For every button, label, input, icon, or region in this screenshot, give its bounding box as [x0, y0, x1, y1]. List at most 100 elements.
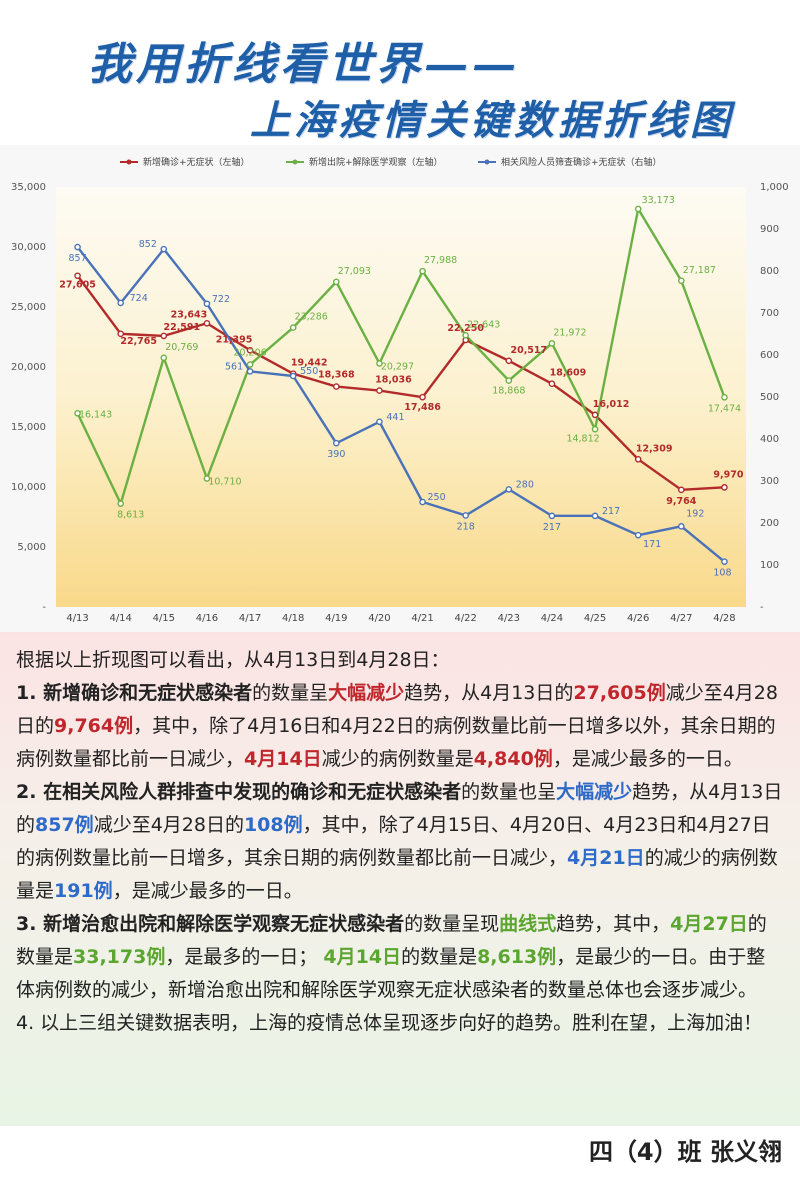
legend-label: 新增出院+解除医学观察（左轴）: [309, 156, 443, 168]
data-label: 250: [427, 492, 445, 503]
p2-s8: ，其中，除了4月15日、4月20日、4月23日和4月27日的病例数量比前一日增多…: [16, 814, 771, 869]
p1-s2: 的数量呈: [252, 682, 329, 704]
data-point: [721, 394, 728, 401]
line-chart: 新增确诊+无症状（左轴） 新增出院+解除医学观察（左轴） 相关风险人员筛查确诊+无症…: [0, 145, 800, 632]
right-tick-label: 700: [760, 308, 779, 319]
data-label: 19,442: [291, 358, 328, 369]
data-label: 218: [457, 521, 475, 532]
data-label: 217: [543, 522, 561, 533]
p1-s3: 大幅减少: [328, 682, 405, 704]
data-point: [419, 267, 426, 275]
data-point: [591, 425, 599, 433]
data-label: 441: [386, 412, 404, 423]
p2-s10: 的减少的病例数量是: [16, 847, 778, 902]
data-label: 8,613: [117, 510, 144, 521]
p1-s10: 减少的病例数量是: [321, 748, 474, 770]
data-label: 22,591: [163, 322, 200, 333]
x-tick-label: 4/19: [325, 613, 347, 624]
page-title: 我用折线看世界——: [88, 39, 520, 90]
x-tick-label: 4/18: [282, 613, 304, 624]
data-label: 27,093: [338, 266, 371, 277]
data-point: [289, 324, 297, 331]
data-label: 9,970: [713, 469, 743, 480]
data-label: 20,769: [165, 342, 198, 353]
data-label: 18,368: [318, 370, 355, 381]
data-point: [419, 393, 426, 401]
data-label: 561: [225, 361, 243, 372]
data-point: [203, 300, 211, 308]
data-point: [462, 512, 469, 519]
right-tick-label: 800: [760, 266, 779, 277]
data-point: [548, 340, 556, 347]
data-label: 722: [212, 294, 230, 305]
left-tick-label: 5,000: [17, 542, 46, 553]
p2-s4: 趋势，从4月13日的: [16, 781, 783, 836]
data-point: [246, 361, 254, 368]
data-label: 108: [713, 568, 731, 579]
title-block: 我用折线看世界—— 上海疫情关键数据折线图: [0, 0, 800, 145]
data-point: [591, 512, 599, 520]
p1-s4: 趋势，从4月13日的: [404, 682, 574, 704]
data-point: [678, 486, 685, 494]
legend-label: 新增确诊+无症状（左轴）: [143, 156, 250, 168]
right-tick-label: -: [760, 602, 764, 613]
data-label: 192: [686, 508, 704, 519]
data-label: 18,868: [492, 386, 525, 397]
x-tick-label: 4/13: [66, 613, 88, 624]
p2-s12: ，是减少最多的一日。: [112, 880, 303, 902]
data-point: [678, 523, 685, 530]
data-point: [74, 272, 81, 280]
x-tick-label: 4/21: [411, 613, 433, 624]
x-tick-label: 4/28: [713, 613, 735, 624]
x-tick-label: 4/25: [584, 613, 606, 624]
data-label: 20,297: [381, 361, 414, 372]
p1-s5: 27,605例: [573, 682, 666, 704]
data-label: 17,486: [404, 402, 441, 413]
data-label: 33,173: [642, 195, 675, 206]
data-point: [203, 319, 211, 327]
data-point: [246, 346, 254, 354]
data-label: 857: [68, 253, 86, 264]
data-point: [505, 377, 513, 384]
chart-legend: 新增确诊+无症状（左轴） 新增出院+解除医学观察（左轴） 相关风险人员筛查确诊+无症…: [120, 156, 662, 168]
data-label: 21,972: [553, 327, 586, 338]
data-label: 27,187: [683, 265, 716, 276]
x-tick-label: 4/16: [196, 613, 218, 624]
left-tick-label: -: [42, 602, 46, 613]
x-tick-label: 4/17: [239, 613, 261, 624]
data-point: [505, 486, 513, 493]
chart-series: 27,605 22,765 22,591 23,643 21,395 19,44218,3…: [59, 195, 744, 579]
data-point: [548, 512, 556, 520]
p3-s4: 趋势，其中，: [556, 913, 671, 935]
data-point: [462, 331, 469, 339]
right-tick-label: 600: [760, 350, 779, 361]
chart-axes: 35,000 30,000 25,000 20,000 15,000 10,000 5,00…: [11, 182, 789, 624]
right-tick-label: 100: [760, 560, 779, 571]
data-point: [634, 455, 642, 463]
data-point: [117, 330, 124, 338]
data-point: [548, 380, 556, 387]
series-line: [76, 275, 725, 492]
p2-s11: 191例: [54, 880, 113, 902]
p2-s1: 在相关风险人群排查中发现的确诊和无症状感染者: [43, 781, 462, 803]
data-point: [203, 475, 211, 482]
data-label: 27,988: [424, 255, 457, 266]
data-label: 20,206: [233, 348, 266, 359]
data-point: [117, 500, 124, 507]
data-label: 17,474: [708, 403, 741, 414]
data-point: [419, 498, 426, 506]
right-tick-label: 300: [760, 476, 779, 487]
data-label: 852: [139, 239, 157, 250]
right-tick-label: 500: [760, 392, 779, 403]
p2-s3: 大幅减少: [556, 781, 633, 803]
x-tick-label: 4/26: [627, 613, 649, 624]
data-point: [333, 278, 340, 286]
data-point: [721, 558, 728, 565]
data-label: 390: [327, 449, 345, 460]
p3-s9: 4月14日: [323, 946, 402, 968]
data-label: 16,012: [593, 399, 630, 410]
data-point: [289, 372, 297, 380]
data-point: [246, 368, 254, 375]
left-tick-label: 30,000: [11, 242, 46, 253]
data-label: 10,710: [208, 476, 241, 487]
